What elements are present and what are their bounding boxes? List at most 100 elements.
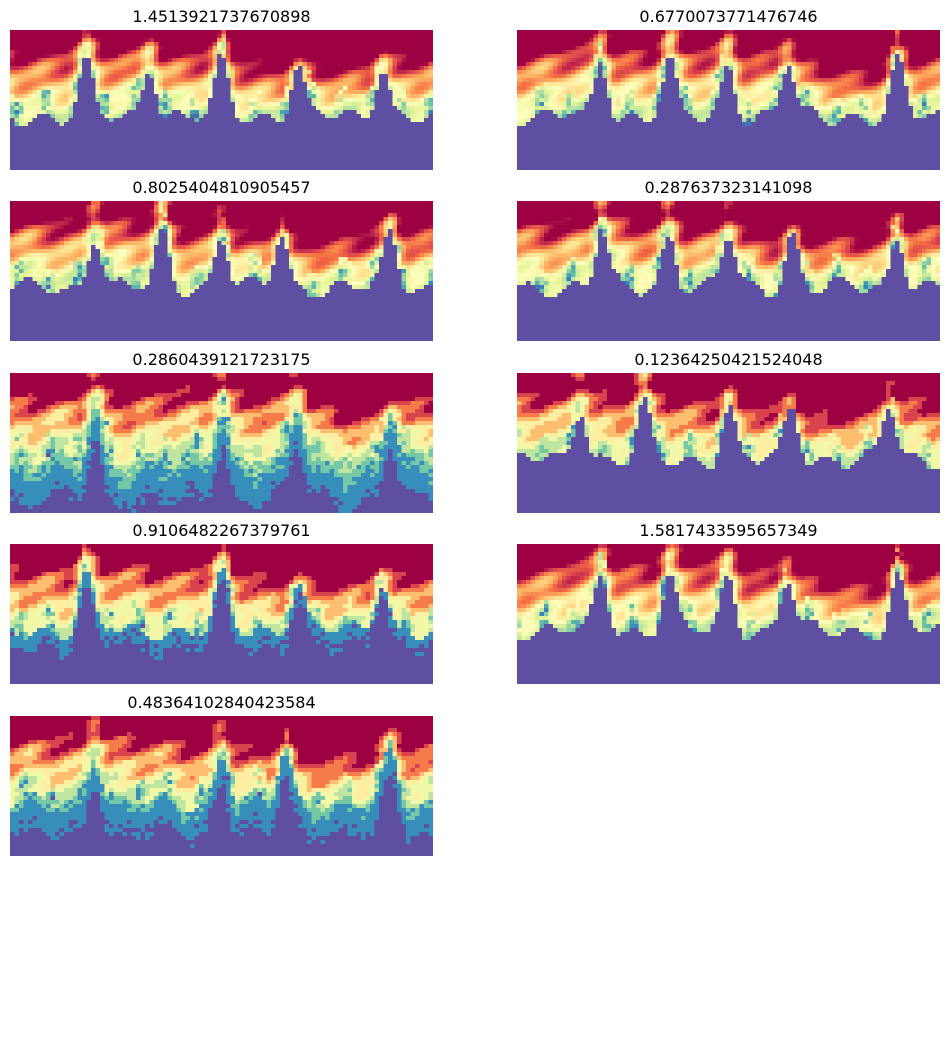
heatmap-cell	[226, 114, 232, 119]
heatmap-cell	[607, 74, 613, 79]
heatmap-cell	[41, 126, 47, 131]
heatmap-cell	[248, 98, 254, 103]
heatmap-cell	[818, 58, 824, 63]
heatmap-cell	[140, 154, 146, 159]
heatmap-cell	[208, 54, 214, 59]
heatmap-cell	[580, 74, 586, 79]
heatmap-cell	[113, 110, 119, 115]
heatmap-cell	[37, 106, 43, 111]
heatmap-cell	[881, 42, 887, 47]
heatmap-cell	[127, 86, 133, 91]
heatmap-cell	[208, 74, 214, 79]
heatmap-cell	[73, 38, 79, 43]
heatmap-cell	[230, 46, 236, 51]
heatmap-cell	[167, 50, 173, 55]
heatmap-cell	[266, 82, 272, 87]
heatmap-cell	[845, 62, 851, 67]
heatmap-cell	[388, 34, 394, 39]
heatmap-cell	[329, 110, 335, 115]
heatmap-cell	[343, 98, 349, 103]
heatmap-cell	[32, 74, 38, 79]
heatmap-cell	[899, 46, 905, 51]
heatmap-cell	[329, 70, 335, 75]
heatmap-cell	[872, 70, 878, 75]
heatmap-cell	[356, 146, 362, 151]
heatmap-cell	[212, 74, 218, 79]
heatmap-cell	[374, 146, 380, 151]
heatmap-cell	[104, 90, 110, 95]
heatmap-cell	[199, 50, 205, 55]
heatmap-cell	[814, 74, 820, 79]
panel-title-2: 0.6770073771476746	[517, 7, 940, 27]
heatmap-cell	[329, 102, 335, 107]
heatmap-cell	[392, 34, 398, 39]
heatmap-cell	[751, 70, 757, 75]
heatmap-cell	[683, 46, 689, 51]
heatmap-cell	[293, 58, 299, 63]
heatmap-cell	[172, 78, 178, 83]
heatmap-cell	[50, 82, 56, 87]
heatmap-cell	[620, 90, 626, 95]
heatmap-cell	[86, 58, 92, 63]
heatmap-cell	[208, 114, 214, 119]
heatmap-cell	[571, 66, 577, 71]
heatmap-cell	[397, 78, 403, 83]
heatmap-cell	[230, 130, 236, 135]
heatmap-cell	[266, 166, 272, 170]
heatmap-cell	[571, 46, 577, 51]
heatmap-cell	[37, 146, 43, 151]
heatmap-cell	[208, 34, 214, 39]
heatmap-cell	[104, 34, 110, 39]
heatmap-cell	[334, 82, 340, 87]
heatmap-cell	[338, 110, 344, 115]
heatmap-cell	[136, 78, 142, 83]
heatmap-cell	[239, 106, 245, 111]
heatmap-cell	[262, 70, 268, 75]
heatmap-cell	[392, 142, 398, 147]
heatmap-cell	[379, 74, 385, 79]
heatmap-cell	[302, 30, 308, 35]
heatmap-cell	[221, 78, 227, 83]
heatmap-cell	[122, 54, 128, 59]
heatmap-cell	[140, 138, 146, 143]
heatmap-cell	[746, 66, 752, 71]
heatmap-cell	[149, 130, 155, 135]
heatmap-cell	[365, 150, 371, 155]
heatmap-cell	[239, 54, 245, 59]
heatmap-cell	[190, 114, 196, 119]
heatmap-cell	[329, 126, 335, 131]
heatmap-cell	[46, 34, 52, 39]
heatmap-cell	[401, 162, 407, 167]
heatmap-cell	[73, 90, 79, 95]
heatmap-cell	[728, 94, 734, 99]
heatmap-cell	[728, 42, 734, 47]
heatmap-cell	[787, 50, 793, 55]
heatmap-cell	[356, 82, 362, 87]
heatmap-cell	[257, 106, 263, 111]
heatmap-cell	[818, 98, 824, 103]
heatmap-cell	[86, 94, 92, 99]
heatmap-cell	[370, 118, 376, 123]
heatmap-cell	[208, 86, 214, 91]
heatmap-cell	[149, 90, 155, 95]
heatmap-cell	[163, 150, 169, 155]
heatmap-cell	[566, 70, 572, 75]
heatmap-cell	[145, 70, 151, 75]
heatmap-cell	[320, 90, 326, 95]
heatmap-cell	[136, 150, 142, 155]
heatmap-cell	[526, 34, 532, 39]
heatmap-cell	[715, 42, 721, 47]
heatmap-cell	[917, 66, 923, 71]
heatmap-cell	[46, 98, 52, 103]
heatmap-cell	[122, 42, 128, 47]
heatmap-cell	[136, 130, 142, 135]
heatmap-cell	[280, 46, 286, 51]
heatmap-cell	[109, 34, 115, 39]
heatmap-cell	[275, 110, 281, 115]
heatmap-cell	[557, 86, 563, 91]
heatmap-cell	[302, 142, 308, 147]
heatmap-cell	[634, 86, 640, 91]
heatmap-cell	[796, 66, 802, 71]
heatmap-cell	[19, 82, 25, 87]
heatmap-cell	[773, 54, 779, 59]
